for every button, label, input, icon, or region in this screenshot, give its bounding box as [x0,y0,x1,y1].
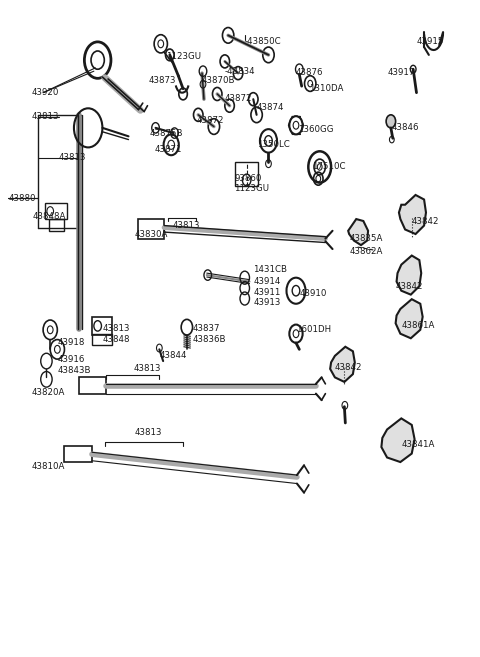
Text: 43836B: 43836B [192,335,226,344]
Text: 43911: 43911 [253,288,281,296]
Text: 43842: 43842 [412,217,439,225]
Text: 43872: 43872 [225,94,252,103]
Text: 43813: 43813 [59,153,86,162]
Text: -43850C: -43850C [245,37,281,47]
Polygon shape [330,347,355,382]
Text: 43917: 43917 [387,68,414,77]
Text: 43813: 43813 [31,112,59,122]
Text: 43848: 43848 [102,335,130,344]
Text: 43841A: 43841A [401,440,435,449]
Text: 93860: 93860 [234,174,262,183]
Text: 43846: 43846 [392,124,420,132]
Bar [138,219,164,238]
Text: 43813: 43813 [102,324,130,333]
Text: 43916: 43916 [57,355,84,364]
Text: 43871: 43871 [155,145,182,154]
Bar [92,317,112,335]
Bar [49,219,64,231]
Circle shape [386,115,396,128]
Polygon shape [382,419,415,462]
Text: 43870B: 43870B [202,76,236,85]
Text: -43834: -43834 [225,66,255,76]
Text: 17510C: 17510C [312,162,346,171]
Text: 43913: 43913 [253,298,281,307]
Text: 43861A: 43861A [401,321,435,330]
Text: 43813: 43813 [135,428,162,437]
Text: 43874: 43874 [257,102,284,112]
Text: 43830A: 43830A [135,229,168,238]
Bar [79,377,106,394]
Polygon shape [396,256,421,294]
Text: 1601DH: 1601DH [296,325,331,334]
Text: 43842: 43842 [396,282,423,290]
Text: 43918: 43918 [57,338,84,348]
Text: 43848A: 43848A [32,212,66,221]
Text: 43910: 43910 [300,290,327,298]
Text: 43835A: 43835A [349,234,383,243]
Text: 1431CB: 1431CB [253,265,288,275]
Polygon shape [399,195,426,234]
Text: 1350LC: 1350LC [257,141,289,149]
Text: 43844: 43844 [159,351,187,360]
Text: 43837: 43837 [192,324,220,333]
Text: 43862A: 43862A [349,247,383,256]
Text: 43876: 43876 [296,68,324,77]
Bar [235,162,258,187]
Text: 43875B: 43875B [150,129,183,137]
Text: 43810A: 43810A [31,462,65,471]
Bar [64,445,92,462]
Text: 1123GU: 1123GU [234,184,269,193]
Text: 43920: 43920 [31,88,59,97]
Text: 43842: 43842 [335,363,362,372]
Text: 43915: 43915 [417,37,444,47]
Text: 43813: 43813 [173,221,200,230]
Bar [92,334,112,345]
Bar [46,203,67,219]
Text: 43872: 43872 [196,116,224,125]
Polygon shape [396,299,423,338]
Text: 1123GU: 1123GU [167,52,202,60]
Text: 43813: 43813 [133,365,161,373]
Text: 43914: 43914 [253,277,281,286]
Text: 43843B: 43843B [57,367,91,375]
Text: 1310DA: 1310DA [309,84,343,93]
Text: 1360GG: 1360GG [298,125,334,134]
Text: 43880: 43880 [9,194,36,203]
Text: 43873: 43873 [149,76,177,85]
Text: 43820A: 43820A [31,388,65,397]
Polygon shape [348,219,368,245]
